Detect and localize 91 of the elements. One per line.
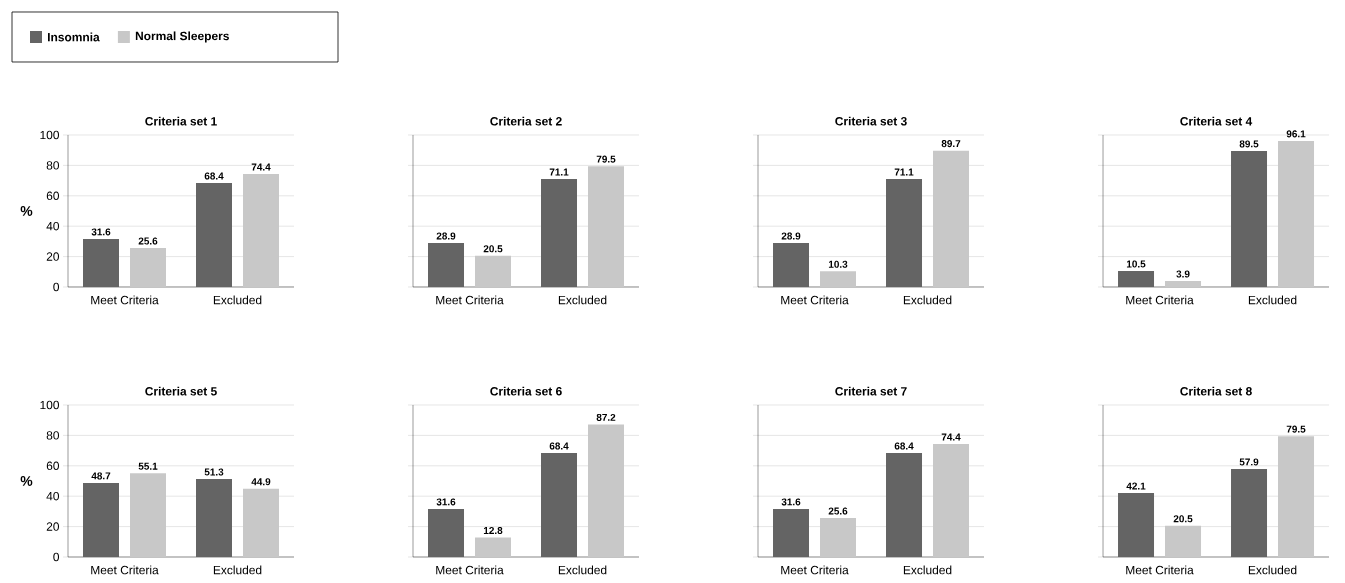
chart-title: Criteria set 5 — [145, 386, 217, 396]
bar — [773, 243, 810, 287]
x-tick-label: Meet Criteria — [781, 565, 849, 575]
data-label: 12.8 — [483, 526, 503, 535]
bar — [428, 508, 464, 557]
data-label: 68.4 — [894, 442, 914, 450]
legend-label: Insomnia — [48, 32, 100, 42]
chart-title: Criteria set 6 — [490, 386, 562, 396]
bar — [1118, 493, 1155, 557]
y-tick-label: 80 — [46, 431, 60, 440]
chart-title: Criteria set 2 — [490, 116, 562, 126]
x-tick-label: Excluded — [213, 295, 262, 305]
chart-title: Criteria set 8 — [1180, 386, 1252, 396]
y-axis-title: % — [20, 206, 33, 216]
data-label: 28.9 — [781, 232, 801, 240]
data-label: 25.6 — [828, 507, 848, 515]
data-label: 48.7 — [91, 472, 111, 480]
data-label: 79.5 — [1286, 425, 1306, 433]
y-tick-label: 20 — [46, 252, 60, 261]
bar — [886, 178, 923, 287]
bar — [475, 537, 512, 557]
y-tick-label: 60 — [46, 461, 60, 471]
y-tick-label: 60 — [46, 191, 60, 201]
data-label: 20.5 — [483, 245, 503, 253]
x-tick-label: Excluded — [903, 295, 952, 305]
data-label: 10.3 — [828, 260, 848, 268]
data-label: 3.9 — [1176, 270, 1190, 278]
data-label: 25.6 — [138, 237, 158, 245]
x-tick-label: Excluded — [213, 565, 262, 575]
data-label: 28.9 — [436, 232, 456, 240]
y-axis-title: % — [20, 476, 33, 486]
legend-label: Normal Sleepers — [135, 31, 229, 43]
y-tick-label: 100 — [40, 130, 60, 140]
x-tick-label: Excluded — [903, 565, 952, 575]
data-label: 74.4 — [251, 163, 271, 171]
x-tick-label: Excluded — [558, 295, 607, 305]
data-label: 57.9 — [1239, 458, 1259, 466]
data-label: 89.5 — [1239, 140, 1259, 148]
bar — [196, 183, 232, 287]
x-tick-label: Meet Criteria — [1126, 565, 1194, 575]
data-label: 87.2 — [596, 413, 616, 421]
x-tick-label: Meet Criteria — [91, 565, 159, 575]
data-label: 96.1 — [1286, 130, 1306, 138]
data-label: 31.6 — [91, 228, 111, 236]
data-label: 68.4 — [204, 172, 224, 180]
data-label: 31.6 — [436, 498, 456, 506]
chart-title: Criteria set 7 — [835, 386, 907, 396]
x-tick-label: Meet Criteria — [436, 565, 504, 575]
y-tick-label: 0 — [53, 552, 60, 562]
bar — [428, 243, 464, 287]
x-tick-label: Meet Criteria — [781, 295, 849, 305]
data-label: 79.5 — [596, 155, 616, 163]
data-label: 55.1 — [138, 462, 158, 470]
data-label: 71.1 — [894, 168, 914, 176]
bar — [773, 508, 810, 557]
bar — [1231, 150, 1268, 287]
x-tick-label: Excluded — [1248, 295, 1297, 305]
x-tick-label: Meet Criteria — [1126, 295, 1194, 305]
data-label: 68.4 — [549, 442, 569, 450]
bar — [1118, 271, 1155, 287]
bar — [196, 479, 232, 557]
bar — [820, 271, 857, 287]
data-label: 51.3 — [204, 468, 224, 476]
bar — [83, 482, 119, 557]
bar — [1165, 281, 1202, 287]
chart-title: Criteria set 1 — [145, 116, 217, 126]
y-tick-label: 0 — [53, 282, 60, 292]
bar — [1231, 468, 1268, 557]
data-label: 89.7 — [941, 140, 961, 148]
y-tick-label: 40 — [46, 221, 60, 231]
data-label: 20.5 — [1173, 515, 1193, 523]
y-tick-label: 40 — [46, 491, 60, 501]
x-tick-label: Excluded — [558, 565, 607, 575]
x-tick-label: Meet Criteria — [436, 295, 504, 305]
bar — [541, 178, 578, 287]
data-label: 10.5 — [1126, 260, 1146, 268]
x-tick-label: Meet Criteria — [91, 295, 159, 305]
data-label: 31.6 — [781, 498, 801, 506]
bar — [83, 238, 119, 287]
data-label: 44.9 — [251, 478, 271, 486]
y-tick-label: 20 — [46, 522, 60, 531]
x-tick-label: Excluded — [1248, 565, 1297, 575]
data-label: 74.4 — [941, 433, 961, 441]
data-label: 42.1 — [1126, 482, 1146, 490]
bar — [541, 453, 578, 557]
chart-title: Criteria set 4 — [1180, 116, 1253, 126]
y-tick-label: 100 — [40, 400, 60, 410]
chart-title: Criteria set 3 — [835, 116, 907, 126]
data-label: 71.1 — [549, 168, 569, 176]
y-tick-label: 80 — [46, 161, 60, 170]
bar — [886, 453, 923, 557]
